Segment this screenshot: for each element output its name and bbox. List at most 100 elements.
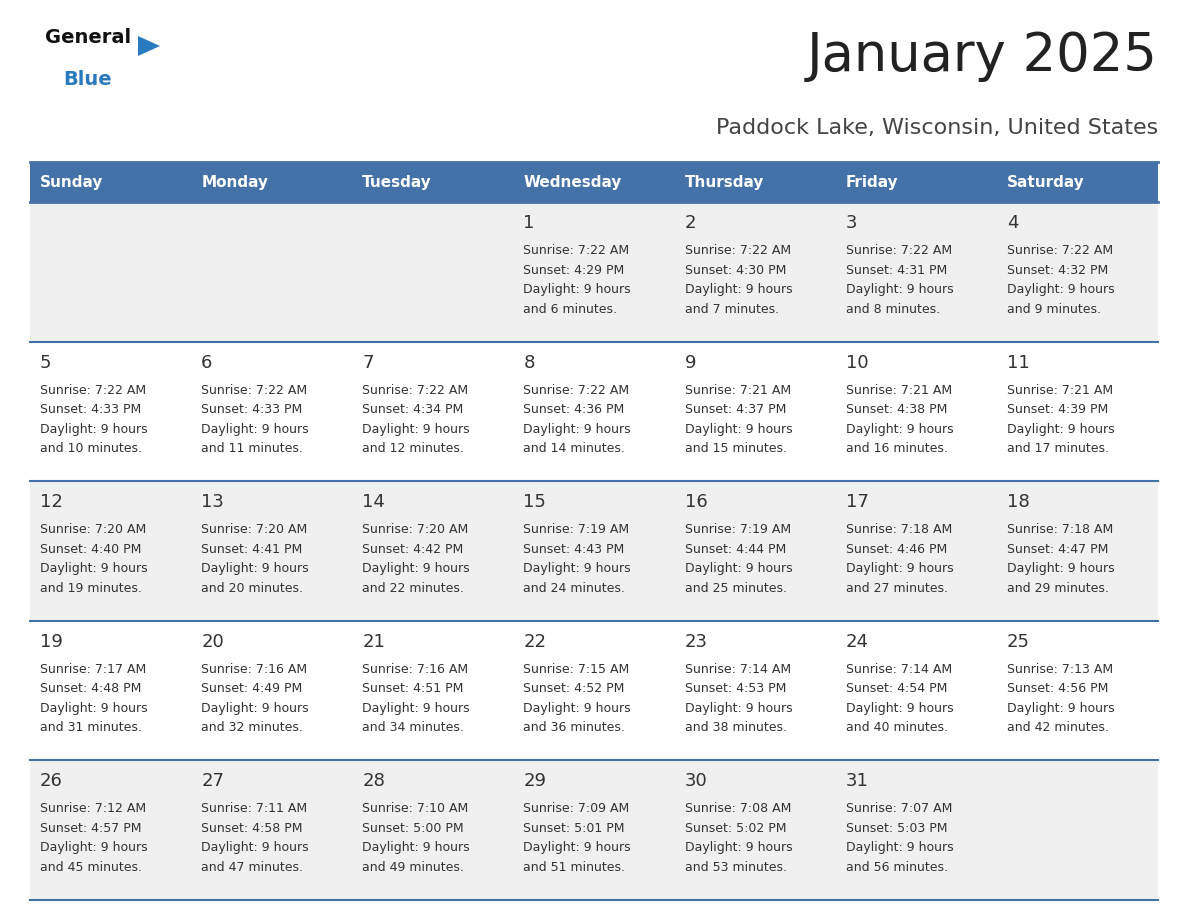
Text: Sunrise: 7:22 AM: Sunrise: 7:22 AM [40, 384, 146, 397]
Text: Sunrise: 7:17 AM: Sunrise: 7:17 AM [40, 663, 146, 676]
FancyBboxPatch shape [835, 621, 997, 760]
Text: Sunrise: 7:08 AM: Sunrise: 7:08 AM [684, 802, 791, 815]
Text: Monday: Monday [201, 174, 268, 189]
FancyBboxPatch shape [675, 481, 835, 621]
Text: Sunset: 4:29 PM: Sunset: 4:29 PM [524, 263, 625, 276]
FancyBboxPatch shape [191, 621, 353, 760]
Text: Sunrise: 7:13 AM: Sunrise: 7:13 AM [1007, 663, 1113, 676]
FancyBboxPatch shape [513, 481, 675, 621]
Text: Daylight: 9 hours: Daylight: 9 hours [524, 422, 631, 436]
FancyBboxPatch shape [835, 202, 997, 341]
FancyBboxPatch shape [675, 341, 835, 481]
Text: Sunset: 4:39 PM: Sunset: 4:39 PM [1007, 403, 1108, 416]
Text: Sunset: 4:32 PM: Sunset: 4:32 PM [1007, 263, 1108, 276]
Text: 21: 21 [362, 633, 385, 651]
Text: and 53 minutes.: and 53 minutes. [684, 861, 786, 874]
Text: Sunrise: 7:22 AM: Sunrise: 7:22 AM [1007, 244, 1113, 257]
Text: 15: 15 [524, 493, 546, 511]
FancyBboxPatch shape [191, 481, 353, 621]
FancyBboxPatch shape [353, 162, 513, 202]
Text: Sunrise: 7:09 AM: Sunrise: 7:09 AM [524, 802, 630, 815]
Text: Daylight: 9 hours: Daylight: 9 hours [684, 842, 792, 855]
FancyBboxPatch shape [191, 162, 353, 202]
Text: Daylight: 9 hours: Daylight: 9 hours [201, 422, 309, 436]
FancyBboxPatch shape [353, 760, 513, 900]
Text: 5: 5 [40, 353, 51, 372]
Text: Sunrise: 7:22 AM: Sunrise: 7:22 AM [684, 244, 791, 257]
Text: Sunset: 4:44 PM: Sunset: 4:44 PM [684, 543, 785, 555]
Text: Sunset: 4:53 PM: Sunset: 4:53 PM [684, 682, 786, 695]
Text: and 17 minutes.: and 17 minutes. [1007, 442, 1108, 455]
Text: and 15 minutes.: and 15 minutes. [684, 442, 786, 455]
Text: Sunrise: 7:20 AM: Sunrise: 7:20 AM [201, 523, 308, 536]
Text: January 2025: January 2025 [807, 30, 1158, 82]
FancyBboxPatch shape [353, 341, 513, 481]
FancyBboxPatch shape [675, 202, 835, 341]
Text: Tuesday: Tuesday [362, 174, 432, 189]
Text: Sunrise: 7:22 AM: Sunrise: 7:22 AM [524, 244, 630, 257]
Text: 31: 31 [846, 772, 868, 790]
FancyBboxPatch shape [835, 341, 997, 481]
Text: 2: 2 [684, 214, 696, 232]
FancyBboxPatch shape [513, 621, 675, 760]
Text: and 27 minutes.: and 27 minutes. [846, 582, 948, 595]
Text: and 36 minutes.: and 36 minutes. [524, 722, 625, 734]
Text: Sunrise: 7:20 AM: Sunrise: 7:20 AM [362, 523, 468, 536]
Text: Blue: Blue [63, 70, 112, 89]
FancyBboxPatch shape [191, 202, 353, 341]
Text: Paddock Lake, Wisconsin, United States: Paddock Lake, Wisconsin, United States [715, 118, 1158, 138]
Text: and 34 minutes.: and 34 minutes. [362, 722, 465, 734]
Text: and 22 minutes.: and 22 minutes. [362, 582, 465, 595]
FancyBboxPatch shape [835, 162, 997, 202]
Text: Thursday: Thursday [684, 174, 764, 189]
Text: Daylight: 9 hours: Daylight: 9 hours [524, 562, 631, 576]
Text: 25: 25 [1007, 633, 1030, 651]
Text: Sunrise: 7:14 AM: Sunrise: 7:14 AM [684, 663, 791, 676]
Text: 23: 23 [684, 633, 708, 651]
Text: General: General [45, 28, 131, 47]
FancyBboxPatch shape [513, 760, 675, 900]
FancyBboxPatch shape [191, 760, 353, 900]
Text: Sunrise: 7:21 AM: Sunrise: 7:21 AM [684, 384, 791, 397]
FancyBboxPatch shape [997, 202, 1158, 341]
Text: and 12 minutes.: and 12 minutes. [362, 442, 465, 455]
Text: Sunset: 4:46 PM: Sunset: 4:46 PM [846, 543, 947, 555]
Polygon shape [138, 36, 160, 56]
FancyBboxPatch shape [30, 162, 191, 202]
Text: Sunset: 4:48 PM: Sunset: 4:48 PM [40, 682, 141, 695]
Text: Sunset: 5:03 PM: Sunset: 5:03 PM [846, 822, 947, 834]
FancyBboxPatch shape [513, 202, 675, 341]
Text: and 6 minutes.: and 6 minutes. [524, 303, 618, 316]
Text: and 24 minutes.: and 24 minutes. [524, 582, 625, 595]
Text: Daylight: 9 hours: Daylight: 9 hours [201, 701, 309, 715]
Text: Sunrise: 7:16 AM: Sunrise: 7:16 AM [362, 663, 468, 676]
Text: Daylight: 9 hours: Daylight: 9 hours [201, 842, 309, 855]
Text: Daylight: 9 hours: Daylight: 9 hours [846, 562, 953, 576]
Text: Sunset: 4:33 PM: Sunset: 4:33 PM [201, 403, 303, 416]
Text: and 51 minutes.: and 51 minutes. [524, 861, 625, 874]
Text: Sunrise: 7:21 AM: Sunrise: 7:21 AM [846, 384, 952, 397]
Text: Daylight: 9 hours: Daylight: 9 hours [1007, 701, 1114, 715]
Text: Daylight: 9 hours: Daylight: 9 hours [846, 283, 953, 296]
Text: Sunrise: 7:07 AM: Sunrise: 7:07 AM [846, 802, 952, 815]
Text: and 20 minutes.: and 20 minutes. [201, 582, 303, 595]
FancyBboxPatch shape [353, 621, 513, 760]
Text: Sunrise: 7:12 AM: Sunrise: 7:12 AM [40, 802, 146, 815]
Text: 18: 18 [1007, 493, 1030, 511]
Text: and 7 minutes.: and 7 minutes. [684, 303, 778, 316]
Text: 11: 11 [1007, 353, 1030, 372]
Text: Sunset: 4:58 PM: Sunset: 4:58 PM [201, 822, 303, 834]
Text: Daylight: 9 hours: Daylight: 9 hours [362, 422, 470, 436]
Text: and 16 minutes.: and 16 minutes. [846, 442, 948, 455]
FancyBboxPatch shape [675, 760, 835, 900]
Text: Sunrise: 7:18 AM: Sunrise: 7:18 AM [1007, 523, 1113, 536]
Text: Sunset: 4:40 PM: Sunset: 4:40 PM [40, 543, 141, 555]
Text: 7: 7 [362, 353, 374, 372]
Text: 17: 17 [846, 493, 868, 511]
Text: and 32 minutes.: and 32 minutes. [201, 722, 303, 734]
FancyBboxPatch shape [835, 481, 997, 621]
Text: Sunset: 4:56 PM: Sunset: 4:56 PM [1007, 682, 1108, 695]
Text: Sunset: 4:41 PM: Sunset: 4:41 PM [201, 543, 303, 555]
Text: Sunset: 5:00 PM: Sunset: 5:00 PM [362, 822, 463, 834]
Text: Wednesday: Wednesday [524, 174, 621, 189]
